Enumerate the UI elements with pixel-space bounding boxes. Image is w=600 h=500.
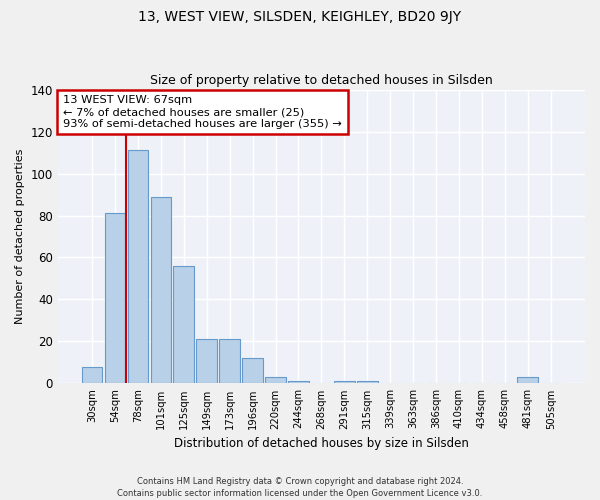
- Y-axis label: Number of detached properties: Number of detached properties: [15, 149, 25, 324]
- Bar: [265, 377, 286, 384]
- Bar: [517, 377, 538, 384]
- Bar: [357, 382, 377, 384]
- Bar: [173, 266, 194, 384]
- Bar: [104, 214, 125, 384]
- Bar: [242, 358, 263, 384]
- Bar: [196, 340, 217, 384]
- Text: Contains HM Land Registry data © Crown copyright and database right 2024.
Contai: Contains HM Land Registry data © Crown c…: [118, 476, 482, 498]
- Text: 13, WEST VIEW, SILSDEN, KEIGHLEY, BD20 9JY: 13, WEST VIEW, SILSDEN, KEIGHLEY, BD20 9…: [139, 10, 461, 24]
- Bar: [288, 382, 309, 384]
- Bar: [220, 340, 240, 384]
- X-axis label: Distribution of detached houses by size in Silsden: Distribution of detached houses by size …: [174, 437, 469, 450]
- Bar: [128, 150, 148, 384]
- Bar: [151, 196, 171, 384]
- Bar: [82, 366, 103, 384]
- Text: 13 WEST VIEW: 67sqm
← 7% of detached houses are smaller (25)
93% of semi-detache: 13 WEST VIEW: 67sqm ← 7% of detached hou…: [63, 96, 342, 128]
- Title: Size of property relative to detached houses in Silsden: Size of property relative to detached ho…: [150, 74, 493, 87]
- Bar: [334, 382, 355, 384]
